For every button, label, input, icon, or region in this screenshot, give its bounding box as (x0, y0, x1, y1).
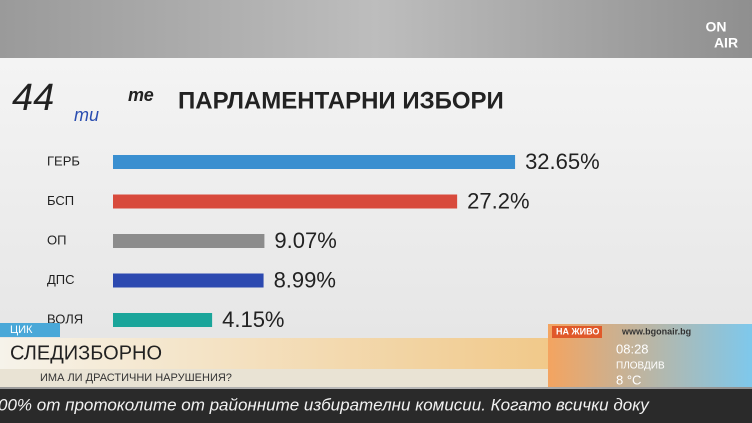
time: 08:28 (616, 341, 649, 356)
category-label: ОП (47, 232, 66, 247)
logo: ти (74, 105, 99, 125)
ticker: 00% от протоколите от районните избирате… (0, 395, 650, 414)
value-label: 9.07% (274, 228, 336, 253)
temperature: 8 °C (616, 372, 641, 387)
headline-box (0, 338, 548, 369)
tag-box (0, 323, 60, 337)
subheadline-box (0, 369, 548, 387)
ticker-box (0, 389, 752, 423)
category-label: ВОЛЯ (47, 311, 83, 326)
url: www.bgonair.bg (621, 326, 691, 336)
value-label: 27.2% (467, 188, 529, 213)
bar (113, 234, 265, 248)
category-label: БСП (47, 193, 74, 208)
logo: те (128, 85, 154, 105)
bar (113, 155, 516, 169)
channel-logo: ON (706, 19, 727, 35)
live-label: НА ЖИВО (556, 326, 599, 336)
headline: СЛЕДИЗБОРНО (10, 342, 162, 364)
bar (113, 313, 213, 327)
logo: 44 (12, 77, 54, 119)
live-label-box (552, 326, 602, 338)
bar (113, 194, 458, 209)
value-label: 4.15% (222, 307, 284, 332)
category-label: ДПС (47, 272, 75, 287)
city: ПЛОВДИВ (616, 361, 665, 372)
tag: ЦИК (10, 324, 33, 336)
bar (113, 273, 264, 288)
category-label: ГЕРБ (47, 153, 80, 168)
channel-logo: AIR (714, 35, 738, 51)
subheadline: ИМА ЛИ ДРАСТИЧНИ НАРУШЕНИЯ? (40, 372, 232, 384)
value-label: 8.99% (274, 267, 336, 292)
value-label: 32.65% (525, 149, 600, 174)
bar-chart: ГЕРБ 32.65% БСП 27.2% ОП 9.07% ДПС 8.99% ВОЛЯ 4.1… (47, 149, 600, 332)
chart-title: ПАРЛАМЕНТАРНИ ИЗБОРИ (178, 87, 504, 114)
